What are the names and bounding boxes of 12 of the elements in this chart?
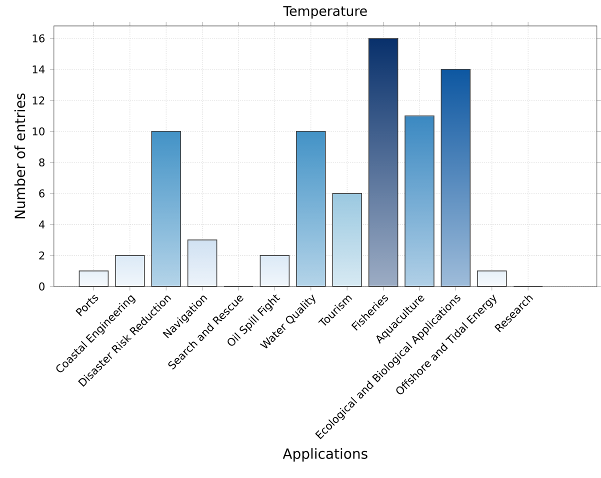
y-axis-title: Number of entries xyxy=(14,93,26,218)
y-tick-label: 4 xyxy=(38,220,45,228)
y-tick-label: 10 xyxy=(32,127,45,136)
y-tick-label: 2 xyxy=(39,251,44,260)
y-tick-label: 8 xyxy=(39,158,44,166)
chart-title: Temperature xyxy=(283,6,367,19)
x-axis-title: Applications xyxy=(282,448,368,462)
y-tick-label: 12 xyxy=(32,96,44,104)
y-tick-label: 14 xyxy=(32,65,45,74)
y-tick-label: 0 xyxy=(39,282,45,290)
y-tick-label: 6 xyxy=(39,189,45,198)
y-tick-label: 16 xyxy=(32,34,45,42)
